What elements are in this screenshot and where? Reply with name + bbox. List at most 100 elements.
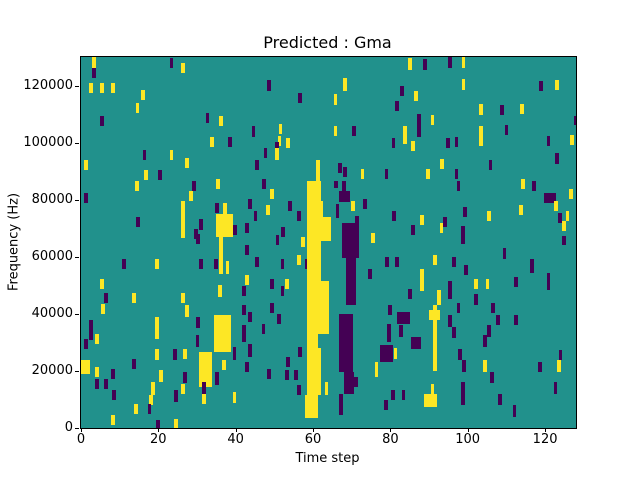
heatmap-cell bbox=[482, 360, 487, 372]
heatmap-cell bbox=[426, 169, 431, 180]
heatmap-cell bbox=[92, 57, 97, 69]
heatmap-cell bbox=[99, 279, 104, 290]
heatmap-cell bbox=[396, 312, 410, 324]
heatmap-cell bbox=[281, 226, 286, 237]
heatmap-cell bbox=[461, 360, 466, 372]
heatmap-cell bbox=[262, 179, 267, 190]
heatmap-cell bbox=[181, 383, 186, 394]
heatmap-cell bbox=[498, 393, 503, 406]
heatmap-cell bbox=[95, 333, 100, 344]
heatmap-cell bbox=[132, 293, 136, 304]
heatmap-cell bbox=[307, 305, 329, 334]
heatmap-cell bbox=[499, 104, 504, 115]
x-tick-label: 100 bbox=[455, 432, 481, 447]
heatmap-cell bbox=[242, 325, 247, 343]
heatmap-cell bbox=[192, 181, 197, 192]
heatmap-cell bbox=[111, 82, 116, 93]
heatmap-cell bbox=[142, 149, 147, 160]
heatmap-cell bbox=[339, 313, 354, 373]
heatmap-cell bbox=[354, 377, 359, 388]
y-tick-mark bbox=[75, 199, 79, 201]
heatmap-cell bbox=[215, 371, 220, 386]
x-axis-label: Time step bbox=[295, 451, 360, 466]
heatmap-cell bbox=[233, 225, 238, 236]
heatmap-cell bbox=[461, 57, 466, 68]
heatmap-cell bbox=[430, 383, 435, 396]
heatmap-cell bbox=[461, 79, 466, 90]
heatmap-cell bbox=[512, 405, 517, 417]
heatmap-cell bbox=[307, 333, 318, 349]
heatmap-cell bbox=[169, 149, 174, 160]
heatmap-cell bbox=[242, 305, 247, 316]
heatmap-cell bbox=[487, 211, 492, 222]
heatmap-cell bbox=[307, 216, 331, 242]
heatmap-cell bbox=[185, 158, 190, 169]
heatmap-cell bbox=[255, 159, 259, 170]
heatmap-cell bbox=[263, 147, 268, 158]
heatmap-cell bbox=[181, 201, 186, 239]
heatmap-cell bbox=[286, 357, 290, 368]
x-tick-label: 60 bbox=[304, 432, 322, 447]
heatmap-cell bbox=[216, 179, 221, 190]
x-tick-mark bbox=[467, 428, 469, 432]
heatmap-cell bbox=[267, 368, 272, 379]
heatmap-cell bbox=[388, 305, 393, 316]
x-tick-mark bbox=[81, 428, 82, 432]
heatmap-cell bbox=[485, 278, 490, 290]
x-tick-mark bbox=[235, 428, 237, 432]
heatmap-cell bbox=[245, 223, 250, 234]
heatmap-cell bbox=[159, 370, 163, 383]
heatmap-cell bbox=[463, 264, 468, 275]
heatmap-cell bbox=[275, 141, 279, 152]
heatmap-cell bbox=[557, 360, 561, 372]
heatmap-cell bbox=[89, 319, 93, 340]
heatmap-cell bbox=[136, 216, 141, 227]
heatmap-cell bbox=[275, 234, 280, 245]
heatmap-cell bbox=[214, 315, 232, 353]
heatmap-cell bbox=[546, 135, 551, 146]
heatmap-cell bbox=[402, 125, 407, 145]
heatmap-cell bbox=[270, 278, 274, 289]
heatmap-cell bbox=[147, 403, 152, 414]
heatmap-cell bbox=[400, 85, 405, 96]
heatmap-cell bbox=[144, 169, 148, 180]
heatmap-cell bbox=[538, 81, 543, 92]
y-tick-mark bbox=[75, 370, 79, 372]
heatmap-cell bbox=[218, 285, 223, 297]
heatmap-cell bbox=[448, 57, 453, 68]
heatmap-cell bbox=[333, 94, 338, 106]
heatmap-cell bbox=[110, 415, 115, 426]
heatmap-cell bbox=[519, 103, 524, 114]
heatmap-cell bbox=[448, 281, 452, 300]
heatmap-cell bbox=[490, 371, 494, 384]
heatmap-cell bbox=[573, 116, 576, 126]
heatmap-cell bbox=[411, 140, 416, 151]
heatmap-cell bbox=[502, 248, 507, 260]
heatmap-cell bbox=[537, 362, 542, 372]
x-tick-label: 0 bbox=[76, 432, 86, 447]
heatmap-cell bbox=[432, 305, 437, 371]
heatmap-cell bbox=[304, 258, 309, 269]
heatmap-cell bbox=[296, 385, 301, 396]
heatmap-cell bbox=[343, 167, 348, 178]
heatmap-cell bbox=[181, 293, 186, 304]
heatmap-cell bbox=[456, 303, 461, 313]
heatmap-cell bbox=[565, 211, 570, 222]
heatmap-cell bbox=[374, 362, 379, 377]
heatmap-cell bbox=[343, 78, 348, 92]
heatmap-cell bbox=[350, 201, 355, 212]
y-tick-mark bbox=[75, 142, 79, 144]
heatmap-cell bbox=[173, 348, 177, 361]
heatmap-plot-area bbox=[80, 56, 577, 429]
heatmap-cell bbox=[135, 102, 140, 113]
heatmap-cell bbox=[232, 347, 237, 360]
chart-title: Predicted : Gma bbox=[263, 33, 392, 52]
heatmap-cell bbox=[561, 221, 566, 232]
heatmap-cell bbox=[198, 259, 203, 270]
heatmap-cell bbox=[344, 372, 355, 394]
y-tick-label: 60000 bbox=[31, 248, 73, 264]
heatmap-cell bbox=[151, 382, 155, 396]
heatmap-cell bbox=[198, 218, 203, 231]
heatmap-cell bbox=[135, 181, 139, 192]
heatmap-cell bbox=[111, 390, 116, 401]
